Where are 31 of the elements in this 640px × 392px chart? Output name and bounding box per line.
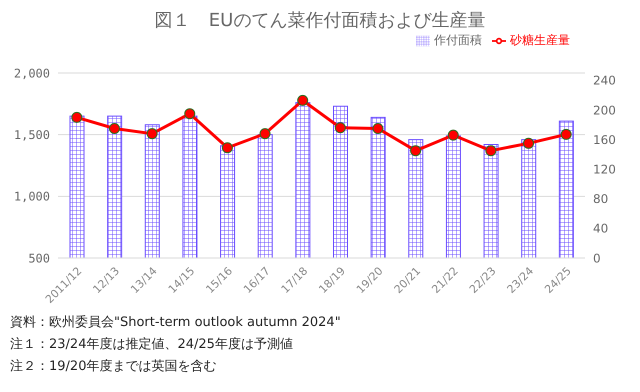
- point: [297, 94, 308, 106]
- point: [146, 128, 158, 140]
- text: 注１：23/24年度は推定値、24/25年度は予測値: [10, 336, 294, 354]
- y2-tick-label: 40: [593, 222, 608, 236]
- y2-tick-label: 240: [593, 74, 616, 88]
- point: [71, 112, 82, 123]
- point: [334, 122, 346, 134]
- point: [184, 108, 196, 120]
- point: [222, 142, 233, 154]
- y-tick-label: 2,000: [14, 66, 50, 80]
- y2-tick-label: 160: [593, 132, 616, 147]
- point: [410, 145, 422, 156]
- legend-label: 作付面積: [434, 33, 482, 47]
- text: 資料：欧州委員会"Short-term outlook autumn 2024": [10, 314, 341, 332]
- point: [560, 128, 572, 140]
- point: [448, 130, 459, 141]
- point: [372, 123, 384, 134]
- y-tick-label: 1,500: [14, 128, 50, 142]
- y2-tick-label: 0: [593, 251, 601, 266]
- point: [485, 145, 496, 156]
- text: 注２：19/20年度までは英国を含む: [10, 358, 218, 376]
- y-tick-label: 500: [28, 251, 50, 266]
- y2-tick-label: 200: [593, 103, 616, 118]
- y2-tick-label: 120: [593, 162, 616, 176]
- point: [108, 123, 120, 134]
- y-tick-label: 1,000: [14, 190, 50, 204]
- y2-tick-label: 80: [593, 192, 608, 206]
- point: [523, 138, 534, 149]
- chart-title: 図１ EUのてん菜作付面積および生産量: [154, 9, 486, 32]
- legend-label: 砂糖生産量: [510, 33, 570, 47]
- point: [260, 128, 271, 140]
